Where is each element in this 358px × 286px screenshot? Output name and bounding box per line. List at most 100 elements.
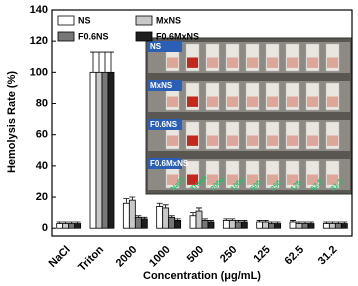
- error-bar: [241, 220, 248, 222]
- tube-liquid: [227, 57, 238, 68]
- tube-liquid: [187, 57, 198, 68]
- error-bar: [290, 220, 296, 222]
- x-tick-label: 500: [185, 244, 206, 265]
- bar: [140, 218, 148, 229]
- tube-liquid: [187, 96, 198, 107]
- bar: [201, 220, 209, 229]
- error-bar: [62, 221, 69, 224]
- bar: [207, 221, 215, 229]
- row-label-box: [148, 119, 182, 130]
- bar: [322, 223, 330, 229]
- bar: [195, 210, 203, 229]
- bar: [162, 207, 170, 229]
- tube-liquid: [267, 96, 278, 107]
- error-bar: [190, 212, 196, 216]
- bar: [228, 220, 236, 229]
- x-tick-label: Triton: [76, 244, 106, 274]
- error-bar: [262, 220, 269, 222]
- row-label-box: [148, 41, 182, 52]
- y-axis-title: Hemolysis Rate (%): [6, 71, 18, 173]
- tube-liquid: [307, 96, 318, 107]
- error-bar: [223, 218, 230, 221]
- bar: [222, 220, 230, 229]
- bar: [101, 71, 109, 229]
- tube-liquid: [327, 135, 338, 146]
- y-tick-label: 100: [30, 66, 48, 78]
- tube-liquid: [267, 174, 278, 185]
- plot-frame: [51, 9, 353, 237]
- legend-swatch: [135, 31, 153, 42]
- tube-liquid: [287, 135, 298, 146]
- y-tick-label: 40: [36, 160, 48, 172]
- row-label: NS: [150, 42, 162, 51]
- bar: [301, 223, 309, 229]
- bar: [295, 223, 303, 229]
- bar: [128, 199, 136, 229]
- bar: [168, 216, 176, 229]
- bar: [234, 221, 242, 229]
- bar: [328, 223, 336, 229]
- bar: [89, 71, 97, 229]
- tube-liquid: [327, 96, 338, 107]
- tube-liquid: [247, 96, 258, 107]
- error-bar: [68, 221, 75, 224]
- x-tick-label: 2000: [114, 244, 140, 270]
- y-tick-label: 80: [36, 97, 48, 109]
- bar: [134, 216, 142, 229]
- bar: [268, 223, 276, 229]
- bar: [334, 223, 342, 229]
- error-bar: [296, 221, 302, 224]
- legend-swatch: [57, 15, 75, 26]
- tube-liquid: [207, 135, 218, 146]
- tube-liquid: [167, 57, 178, 68]
- bar: [74, 223, 82, 229]
- tube-liquid: [207, 96, 218, 107]
- bar: [274, 223, 282, 229]
- bar: [262, 221, 270, 229]
- bar: [156, 205, 164, 229]
- error-bar: [256, 220, 263, 222]
- tube-liquid: [327, 174, 338, 185]
- error-bar: [274, 221, 281, 224]
- error-bar: [141, 216, 148, 219]
- tube-liquid: [287, 96, 298, 107]
- tube-liquid: [327, 57, 338, 68]
- error-bar: [129, 196, 136, 201]
- error-bar: [308, 221, 314, 224]
- error-bar: [162, 204, 169, 208]
- bar: [95, 71, 103, 229]
- x-tick-label: 1000: [147, 244, 173, 270]
- tube-liquid: [227, 96, 238, 107]
- x-tick-label: 31.2: [316, 244, 340, 268]
- error-bar: [102, 51, 108, 73]
- error-bar: [268, 221, 275, 224]
- tube-liquid: [267, 57, 278, 68]
- tube-liquid: [187, 135, 198, 146]
- row-label-box: [148, 158, 182, 169]
- tube-liquid: [247, 174, 258, 185]
- error-bar: [108, 51, 114, 73]
- error-bar: [323, 221, 330, 224]
- bar: [68, 223, 76, 229]
- tube-liquid: [267, 135, 278, 146]
- error-bar: [123, 198, 130, 204]
- error-bar: [341, 221, 348, 224]
- error-bar: [74, 221, 81, 224]
- row-label-box: [148, 80, 182, 91]
- x-tick-label: 125: [251, 244, 272, 265]
- bar: [289, 221, 297, 229]
- bar: [340, 223, 348, 229]
- tube-liquid: [227, 174, 238, 185]
- legend-swatch: [57, 31, 75, 42]
- legend-label: F0.6NS: [78, 31, 109, 41]
- error-bar: [96, 51, 102, 73]
- error-bar: [302, 221, 308, 224]
- legend-label: F0.6MxNS: [156, 31, 199, 41]
- tube-liquid: [287, 57, 298, 68]
- error-bar: [202, 218, 208, 221]
- error-bar: [196, 207, 202, 212]
- tube-liquid: [247, 57, 258, 68]
- error-bar: [90, 51, 96, 73]
- bar: [240, 221, 248, 229]
